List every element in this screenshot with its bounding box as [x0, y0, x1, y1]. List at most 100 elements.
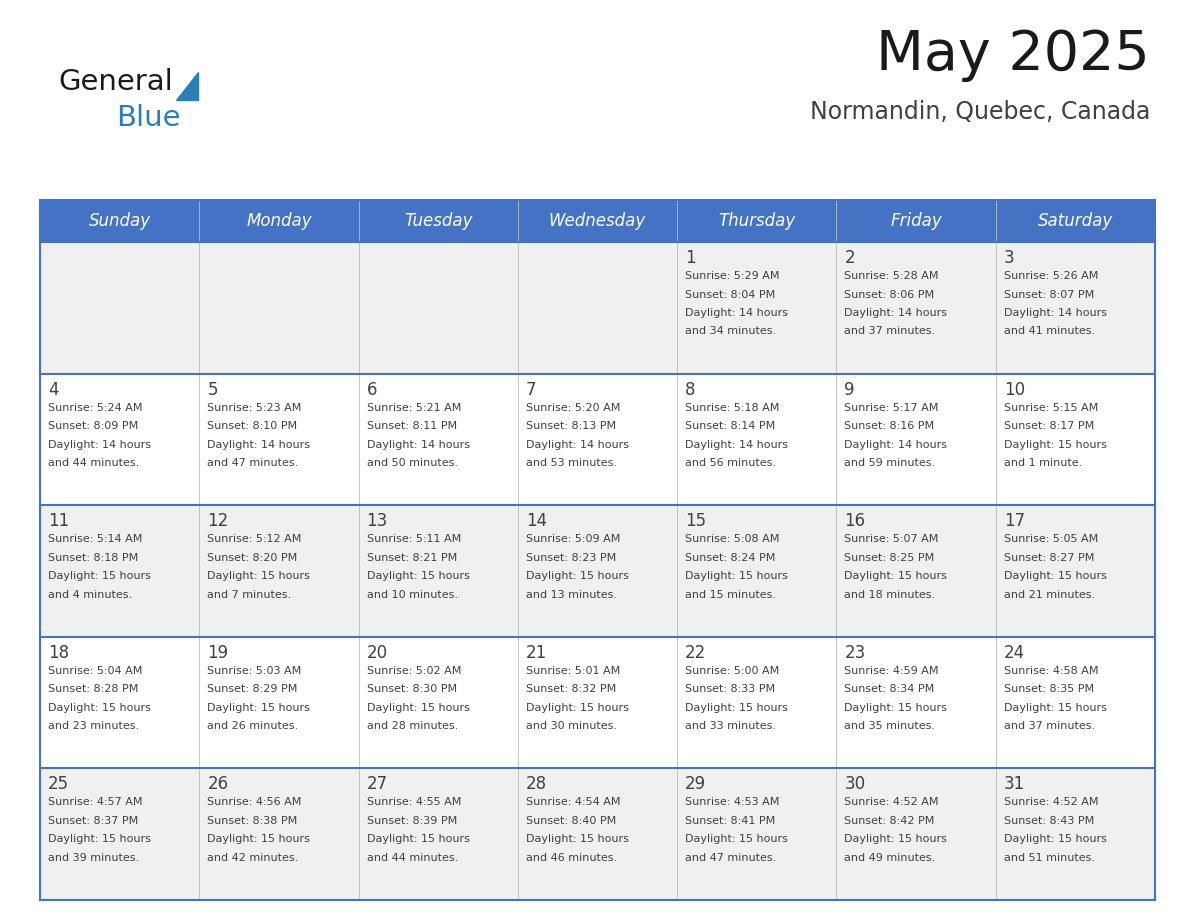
Text: and 37 minutes.: and 37 minutes. — [845, 327, 936, 337]
Text: Sunrise: 5:18 AM: Sunrise: 5:18 AM — [685, 403, 779, 412]
Text: 20: 20 — [367, 644, 387, 662]
Polygon shape — [176, 72, 198, 100]
Text: Daylight: 15 hours: Daylight: 15 hours — [526, 703, 628, 712]
Text: Daylight: 15 hours: Daylight: 15 hours — [845, 571, 947, 581]
Text: and 21 minutes.: and 21 minutes. — [1004, 589, 1095, 599]
Text: Daylight: 15 hours: Daylight: 15 hours — [685, 703, 788, 712]
Text: 1: 1 — [685, 249, 696, 267]
Text: Tuesday: Tuesday — [404, 212, 473, 230]
Text: and 42 minutes.: and 42 minutes. — [207, 853, 298, 863]
Text: Daylight: 14 hours: Daylight: 14 hours — [1004, 308, 1107, 318]
Text: Sunset: 8:13 PM: Sunset: 8:13 PM — [526, 421, 617, 431]
Text: Daylight: 15 hours: Daylight: 15 hours — [207, 703, 310, 712]
Text: and 4 minutes.: and 4 minutes. — [48, 589, 132, 599]
Bar — [40, 374, 1155, 505]
Text: Sunrise: 5:12 AM: Sunrise: 5:12 AM — [207, 534, 302, 544]
Text: Sunrise: 5:14 AM: Sunrise: 5:14 AM — [48, 534, 143, 544]
Text: Daylight: 15 hours: Daylight: 15 hours — [367, 834, 469, 845]
Text: 3: 3 — [1004, 249, 1015, 267]
Text: and 26 minutes.: and 26 minutes. — [207, 722, 298, 732]
Text: and 41 minutes.: and 41 minutes. — [1004, 327, 1095, 337]
Text: Sunrise: 5:29 AM: Sunrise: 5:29 AM — [685, 271, 779, 281]
Text: 24: 24 — [1004, 644, 1025, 662]
Text: Sunset: 8:10 PM: Sunset: 8:10 PM — [207, 421, 297, 431]
Text: Sunrise: 5:28 AM: Sunrise: 5:28 AM — [845, 271, 939, 281]
Text: Sunset: 8:18 PM: Sunset: 8:18 PM — [48, 553, 138, 563]
Text: and 1 minute.: and 1 minute. — [1004, 458, 1082, 468]
Text: and 30 minutes.: and 30 minutes. — [526, 722, 617, 732]
Text: General: General — [58, 68, 172, 96]
Text: Sunrise: 5:04 AM: Sunrise: 5:04 AM — [48, 666, 143, 676]
Text: Sunset: 8:16 PM: Sunset: 8:16 PM — [845, 421, 935, 431]
Text: 8: 8 — [685, 381, 696, 398]
Text: and 15 minutes.: and 15 minutes. — [685, 589, 776, 599]
Text: 19: 19 — [207, 644, 228, 662]
Text: and 47 minutes.: and 47 minutes. — [685, 853, 777, 863]
Text: 29: 29 — [685, 776, 707, 793]
Text: Sunset: 8:06 PM: Sunset: 8:06 PM — [845, 289, 935, 299]
Text: Daylight: 15 hours: Daylight: 15 hours — [526, 834, 628, 845]
Text: Daylight: 15 hours: Daylight: 15 hours — [685, 571, 788, 581]
Text: and 28 minutes.: and 28 minutes. — [367, 722, 457, 732]
Text: Sunset: 8:37 PM: Sunset: 8:37 PM — [48, 816, 138, 826]
Text: and 56 minutes.: and 56 minutes. — [685, 458, 776, 468]
Text: Sunrise: 5:09 AM: Sunrise: 5:09 AM — [526, 534, 620, 544]
Text: Sunrise: 5:17 AM: Sunrise: 5:17 AM — [845, 403, 939, 412]
Text: 13: 13 — [367, 512, 387, 531]
Text: Saturday: Saturday — [1038, 212, 1113, 230]
Text: 27: 27 — [367, 776, 387, 793]
Text: Sunrise: 5:15 AM: Sunrise: 5:15 AM — [1004, 403, 1098, 412]
Text: 22: 22 — [685, 644, 707, 662]
Text: 7: 7 — [526, 381, 536, 398]
Text: and 37 minutes.: and 37 minutes. — [1004, 722, 1095, 732]
Text: Sunset: 8:24 PM: Sunset: 8:24 PM — [685, 553, 776, 563]
Text: Sunset: 8:11 PM: Sunset: 8:11 PM — [367, 421, 456, 431]
Text: Sunrise: 5:03 AM: Sunrise: 5:03 AM — [207, 666, 302, 676]
Text: Sunrise: 5:26 AM: Sunrise: 5:26 AM — [1004, 271, 1098, 281]
Bar — [40, 505, 1155, 637]
Text: Sunrise: 5:01 AM: Sunrise: 5:01 AM — [526, 666, 620, 676]
Text: and 33 minutes.: and 33 minutes. — [685, 722, 776, 732]
Text: Daylight: 14 hours: Daylight: 14 hours — [845, 440, 947, 450]
Text: Sunset: 8:39 PM: Sunset: 8:39 PM — [367, 816, 457, 826]
Text: 12: 12 — [207, 512, 228, 531]
Text: and 35 minutes.: and 35 minutes. — [845, 722, 935, 732]
Text: 17: 17 — [1004, 512, 1025, 531]
Text: Sunrise: 5:08 AM: Sunrise: 5:08 AM — [685, 534, 779, 544]
Text: 25: 25 — [48, 776, 69, 793]
Text: 30: 30 — [845, 776, 866, 793]
Text: Sunrise: 5:11 AM: Sunrise: 5:11 AM — [367, 534, 461, 544]
Text: 15: 15 — [685, 512, 707, 531]
Text: Daylight: 14 hours: Daylight: 14 hours — [526, 440, 628, 450]
Text: Daylight: 14 hours: Daylight: 14 hours — [845, 308, 947, 318]
Text: 4: 4 — [48, 381, 58, 398]
Text: Sunset: 8:27 PM: Sunset: 8:27 PM — [1004, 553, 1094, 563]
Text: Daylight: 15 hours: Daylight: 15 hours — [845, 834, 947, 845]
Text: Sunset: 8:25 PM: Sunset: 8:25 PM — [845, 553, 935, 563]
Text: Daylight: 15 hours: Daylight: 15 hours — [1004, 440, 1106, 450]
Text: Daylight: 15 hours: Daylight: 15 hours — [367, 703, 469, 712]
Text: Sunrise: 5:24 AM: Sunrise: 5:24 AM — [48, 403, 143, 412]
Text: Sunrise: 4:56 AM: Sunrise: 4:56 AM — [207, 798, 302, 808]
Text: Daylight: 15 hours: Daylight: 15 hours — [845, 703, 947, 712]
Bar — [40, 637, 1155, 768]
Text: Sunset: 8:40 PM: Sunset: 8:40 PM — [526, 816, 617, 826]
Text: Sunset: 8:28 PM: Sunset: 8:28 PM — [48, 684, 138, 694]
Text: May 2025: May 2025 — [877, 28, 1150, 82]
Text: Sunday: Sunday — [89, 212, 151, 230]
Text: Sunrise: 5:23 AM: Sunrise: 5:23 AM — [207, 403, 302, 412]
Text: Sunrise: 5:02 AM: Sunrise: 5:02 AM — [367, 666, 461, 676]
Text: Sunrise: 4:54 AM: Sunrise: 4:54 AM — [526, 798, 620, 808]
Text: Sunrise: 5:20 AM: Sunrise: 5:20 AM — [526, 403, 620, 412]
Text: Sunset: 8:23 PM: Sunset: 8:23 PM — [526, 553, 617, 563]
Text: Sunset: 8:33 PM: Sunset: 8:33 PM — [685, 684, 776, 694]
Text: Sunset: 8:32 PM: Sunset: 8:32 PM — [526, 684, 617, 694]
Text: Daylight: 15 hours: Daylight: 15 hours — [1004, 703, 1106, 712]
Text: and 10 minutes.: and 10 minutes. — [367, 589, 457, 599]
Bar — [40, 200, 1155, 242]
Text: Sunrise: 4:55 AM: Sunrise: 4:55 AM — [367, 798, 461, 808]
Text: Sunrise: 4:52 AM: Sunrise: 4:52 AM — [845, 798, 939, 808]
Text: Daylight: 15 hours: Daylight: 15 hours — [48, 703, 151, 712]
Text: Daylight: 15 hours: Daylight: 15 hours — [367, 571, 469, 581]
Text: Sunrise: 4:53 AM: Sunrise: 4:53 AM — [685, 798, 779, 808]
